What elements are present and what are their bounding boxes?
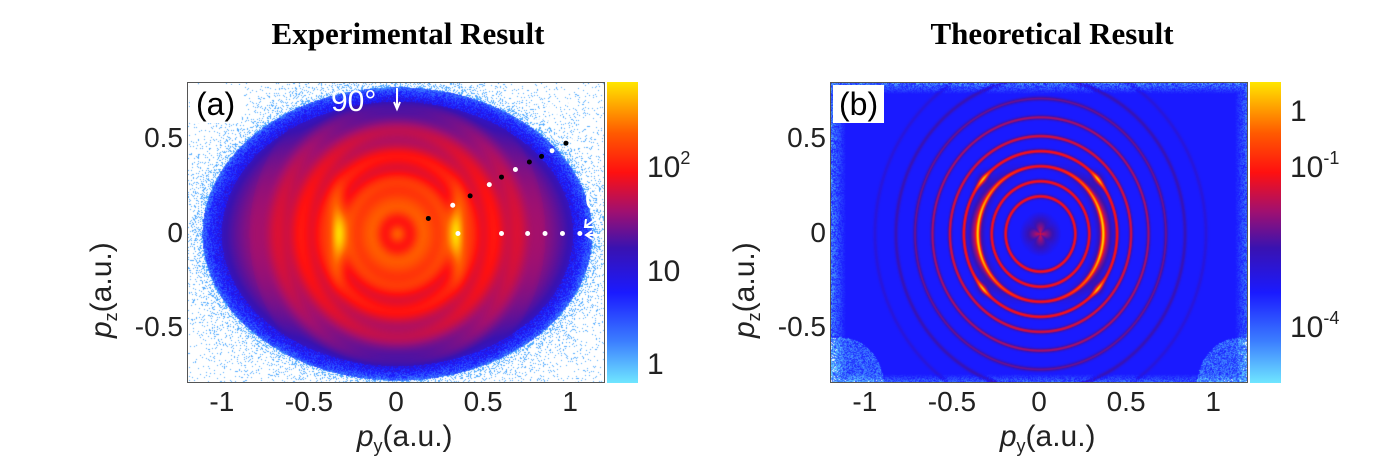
marker-30deg (550, 148, 555, 153)
x-tick-label: -1 (852, 386, 877, 418)
annotation-layer (831, 83, 1248, 383)
x-tick-label: 0 (388, 386, 404, 418)
colorbar-label: 10 (647, 252, 680, 289)
marker-30deg (563, 141, 568, 146)
marker-30deg (527, 160, 532, 165)
x-tick-label: 1 (562, 386, 578, 418)
panel-title: Experimental Result (272, 16, 545, 52)
colorbar-label: 102 (647, 148, 690, 185)
arrow-30deg-icon (585, 216, 600, 227)
colorbar-label: 1 (1290, 92, 1307, 129)
angle-annotation: 0° (585, 183, 605, 217)
angle-annotation: 90° (331, 85, 376, 119)
y-tick-label: 0.5 (117, 122, 183, 154)
marker-30deg (468, 193, 473, 198)
colorbar (1250, 82, 1281, 383)
colorbar-label: 10-4 (1290, 308, 1339, 345)
colorbar-label: 10-1 (1290, 148, 1339, 185)
x-tick-label: 0.5 (1107, 386, 1146, 418)
marker-0deg (455, 231, 460, 236)
marker-30deg (450, 203, 455, 208)
heatmap-plot-a: (a) 90° 30° 0° (187, 82, 605, 383)
arrow-0deg-icon (586, 231, 604, 239)
marker-0deg (560, 231, 565, 236)
colorbar (607, 82, 638, 383)
y-axis-label: pz(a.u.) (85, 242, 128, 338)
marker-30deg (426, 216, 431, 221)
colorbar-label: 1 (647, 345, 664, 382)
x-axis-label: py(a.u.) (1000, 420, 1096, 457)
y-axis-label: pz(a.u.) (728, 242, 771, 338)
heatmap-plot-b: (b) (830, 82, 1248, 383)
x-tick-label: 1 (1205, 386, 1221, 418)
angle-annotation: 30° (528, 96, 573, 130)
marker-0deg (525, 231, 530, 236)
arrow-90deg-icon (394, 88, 400, 109)
marker-0deg (577, 231, 582, 236)
marker-30deg (499, 175, 504, 180)
x-tick-label: 0 (1031, 386, 1047, 418)
panel-title: Theoretical Result (930, 16, 1173, 52)
marker-30deg (487, 182, 492, 187)
marker-0deg (499, 231, 504, 236)
x-tick-label: -0.5 (285, 386, 333, 418)
marker-30deg (513, 167, 518, 172)
x-axis-label: py(a.u.) (357, 420, 453, 457)
marker-30deg (572, 135, 577, 140)
x-tick-label: 0.5 (464, 386, 503, 418)
panel-label: (a) (190, 85, 241, 123)
y-tick-label: 0.5 (760, 122, 826, 154)
marker-0deg (543, 231, 548, 236)
marker-30deg (539, 154, 544, 159)
panel-label: (b) (833, 85, 884, 123)
x-tick-label: -0.5 (928, 386, 976, 418)
x-tick-label: -1 (209, 386, 234, 418)
